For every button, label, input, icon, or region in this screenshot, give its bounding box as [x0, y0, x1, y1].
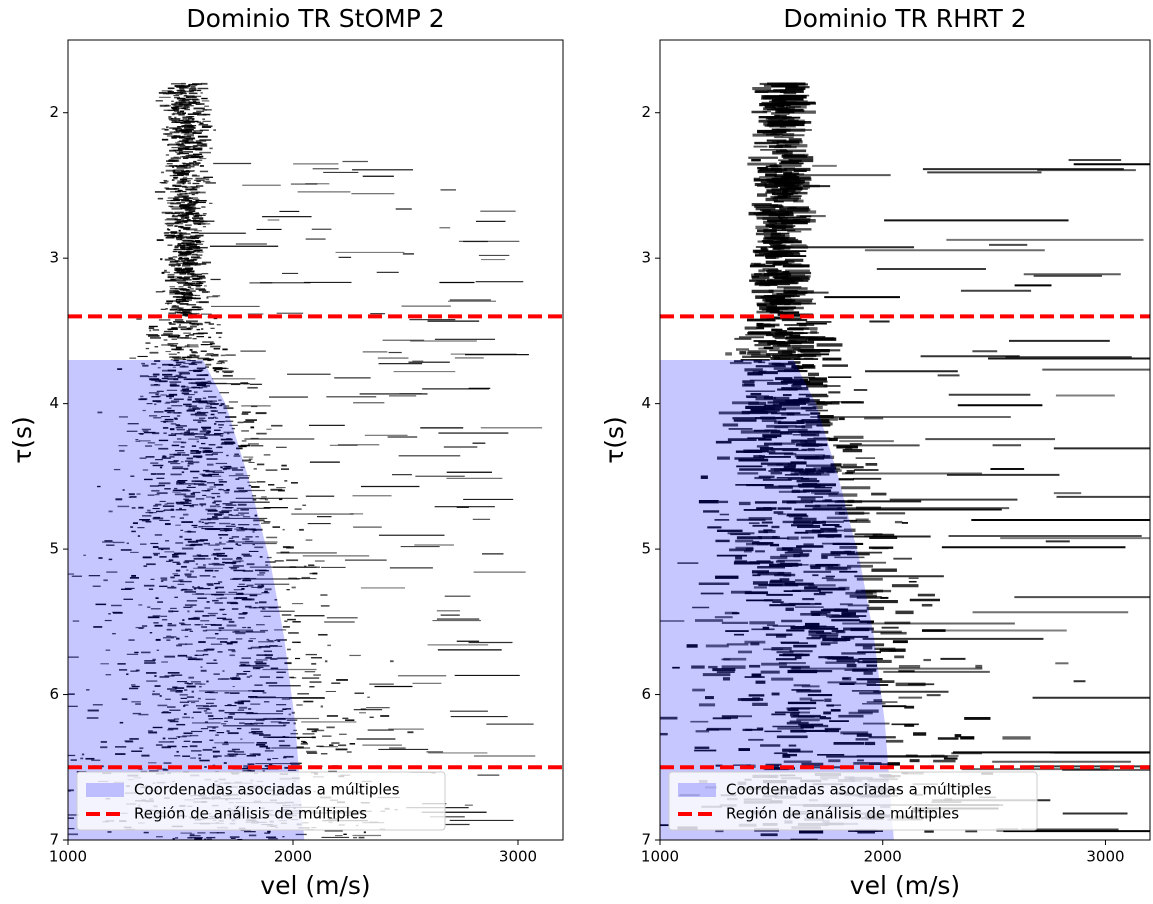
- legend-label: Coordenadas asociadas a múltiples: [726, 781, 992, 799]
- legend-swatch: [678, 783, 716, 797]
- panel: 1000 2000 3000 2 3 4 5 6 7 Dominio TR RHRT 2 vel (…: [600, 4, 1151, 900]
- axes-frame: [67, 39, 564, 841]
- y-tick-label: 2: [49, 103, 59, 121]
- y-tick-label: 4: [641, 394, 651, 412]
- legend-box: [76, 771, 446, 831]
- y-tick-label: 5: [641, 540, 651, 558]
- y-tick-label: 3: [641, 249, 651, 267]
- region: [68, 360, 305, 840]
- chart-title: Dominio TR RHRT 2: [783, 4, 1026, 33]
- x-tick-label: 1000: [49, 848, 87, 866]
- seismic-texture: [660, 82, 1150, 840]
- y-axis-label: τ(s): [8, 416, 37, 464]
- x-tick-label: 3000: [499, 848, 537, 866]
- y-tick-label: 2: [641, 103, 651, 121]
- panel: 1000 2000 3000 2 3 4 5 6 7 Dominio TR StOMP 2 vel …: [8, 4, 564, 900]
- x-axis-label: vel (m/s): [850, 871, 960, 900]
- legend-box: [668, 771, 1038, 831]
- y-tick-label: 5: [49, 540, 59, 558]
- y-axis-label: τ(s): [600, 416, 629, 464]
- legend-label: Coordenadas asociadas a múltiples: [134, 781, 400, 799]
- y-tick-label: 7: [49, 831, 59, 849]
- legend-label: Región de análisis de múltiples: [726, 805, 959, 823]
- x-tick-label: 2000: [864, 848, 902, 866]
- region: [660, 360, 894, 840]
- y-tick-label: 6: [641, 685, 651, 703]
- legend-swatch: [86, 783, 124, 797]
- legend-label: Región de análisis de múltiples: [134, 805, 367, 823]
- x-tick-label: 2000: [274, 848, 312, 866]
- x-axis-label: vel (m/s): [260, 871, 370, 900]
- y-tick-label: 4: [49, 394, 59, 412]
- axes-frame: [659, 39, 1151, 841]
- y-tick-label: 7: [641, 831, 651, 849]
- y-tick-label: 6: [49, 685, 59, 703]
- y-tick-label: 3: [49, 249, 59, 267]
- x-tick-label: 1000: [641, 848, 679, 866]
- chart-title: Dominio TR StOMP 2: [186, 4, 444, 33]
- x-tick-label: 3000: [1086, 848, 1124, 866]
